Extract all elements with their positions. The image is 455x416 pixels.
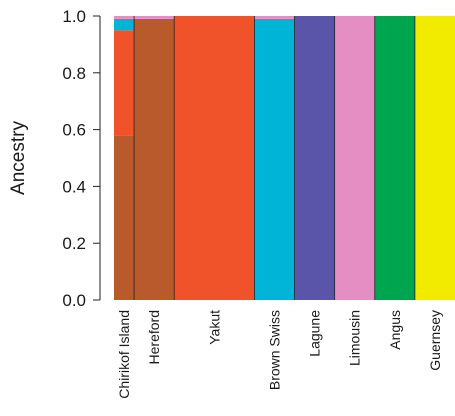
y-tick-label: 0.6: [62, 121, 86, 140]
y-tick-label: 0.0: [62, 291, 86, 310]
y-tick-label: 0.8: [62, 64, 86, 83]
bar-segment-brown_swiss: [114, 18, 135, 31]
population-label: Hereford: [146, 310, 162, 364]
bar-segment-angus: [374, 16, 416, 300]
bar-segment-limousin: [334, 16, 376, 300]
bar-segment-lagune: [294, 16, 336, 300]
y-tick-label: 0.2: [62, 234, 86, 253]
y-axis: 0.0 0.2 0.4 0.6 0.8 1.0: [62, 7, 101, 310]
bar-segment-brown_swiss: [254, 18, 296, 301]
population-label: Guernsey: [427, 310, 443, 371]
ancestry-bars: [114, 16, 455, 301]
population-dividers: [133, 16, 416, 300]
bar-segment-yakut: [114, 30, 135, 136]
population-label: Brown Swiss: [266, 310, 282, 390]
y-axis-label: Ancestry: [8, 121, 29, 195]
y-tick-label: 0.4: [62, 177, 86, 196]
bar-segment-limousin: [134, 16, 175, 19]
bar-segment-limousin: [254, 16, 296, 19]
population-label: Lagune: [307, 310, 323, 357]
bar-segment-hereford: [134, 18, 175, 301]
population-label: Angus: [387, 310, 403, 350]
bar-segment-limousin: [114, 16, 135, 19]
y-tick-label: 1.0: [62, 7, 86, 26]
population-label: Limousin: [347, 310, 363, 366]
bar-segment-guernsey: [414, 16, 455, 300]
population-labels: Chirikof Island Hereford Yakut Brown Swiss L…: [116, 310, 443, 399]
bar-segment-hereford: [114, 135, 135, 300]
population-label: Yakut: [206, 310, 222, 345]
bar-segment-yakut: [174, 16, 255, 300]
population-label: Chirikof Island: [116, 310, 132, 399]
